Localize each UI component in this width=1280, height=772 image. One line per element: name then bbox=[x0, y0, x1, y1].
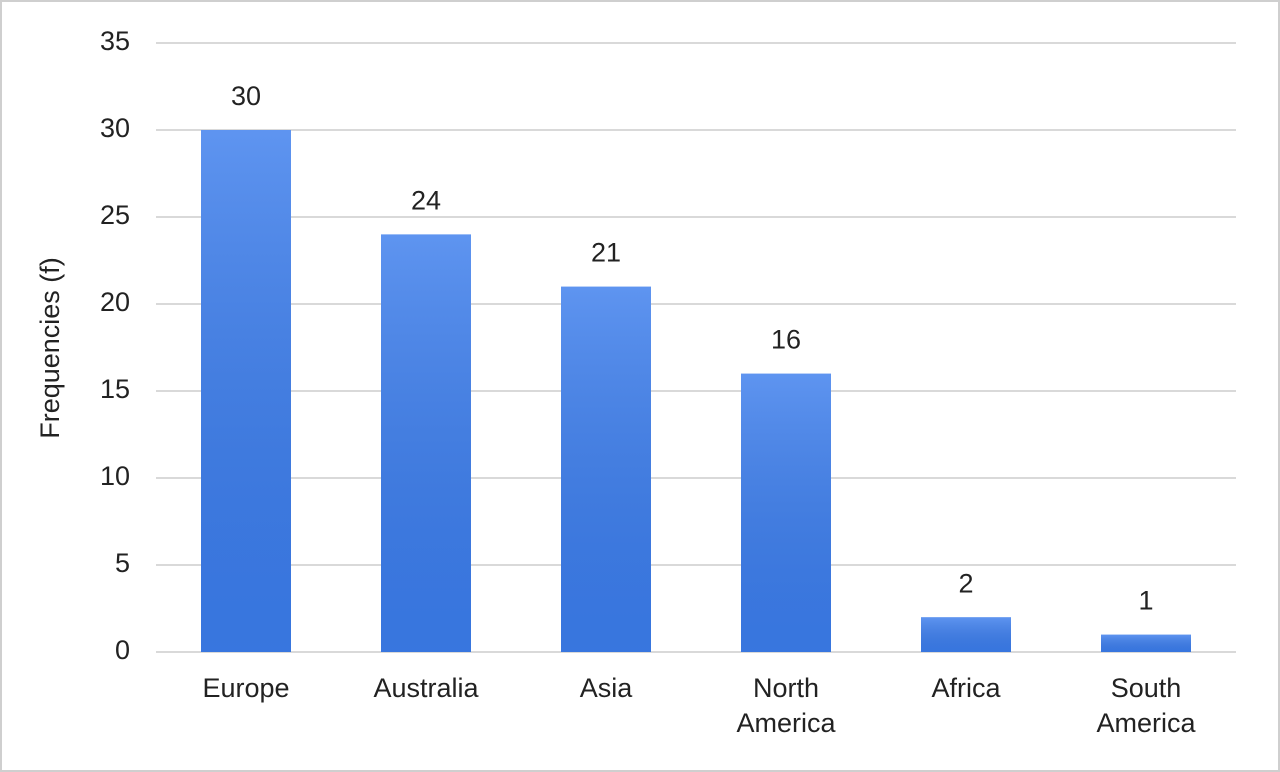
x-tick-label: South America bbox=[1096, 673, 1196, 738]
value-label: 24 bbox=[411, 186, 441, 216]
y-tick-label: 0 bbox=[115, 635, 130, 665]
x-tick-label: Australia bbox=[373, 673, 479, 703]
value-label: 30 bbox=[231, 81, 261, 111]
x-tick-label: Europe bbox=[202, 673, 289, 703]
x-tick-label: Africa bbox=[931, 673, 1001, 703]
bar bbox=[921, 617, 1011, 652]
y-tick-label: 5 bbox=[115, 548, 130, 578]
bar bbox=[741, 373, 831, 652]
value-label: 1 bbox=[1138, 586, 1153, 616]
x-tick-label: North America bbox=[736, 673, 836, 738]
bar bbox=[381, 234, 471, 652]
y-tick-label: 20 bbox=[100, 287, 130, 317]
bar bbox=[561, 286, 651, 652]
value-label: 21 bbox=[591, 238, 621, 268]
bar bbox=[1101, 634, 1191, 652]
y-tick-label: 25 bbox=[100, 200, 130, 230]
y-axis-label: Frequencies (f) bbox=[35, 257, 65, 439]
value-label: 2 bbox=[958, 568, 973, 598]
bar bbox=[201, 130, 291, 652]
y-tick-label: 35 bbox=[100, 26, 130, 56]
x-tick-label: Asia bbox=[580, 673, 634, 703]
y-tick-label: 10 bbox=[100, 461, 130, 491]
value-label: 16 bbox=[771, 325, 801, 355]
y-tick-label: 15 bbox=[100, 374, 130, 404]
y-tick-label: 30 bbox=[100, 113, 130, 143]
